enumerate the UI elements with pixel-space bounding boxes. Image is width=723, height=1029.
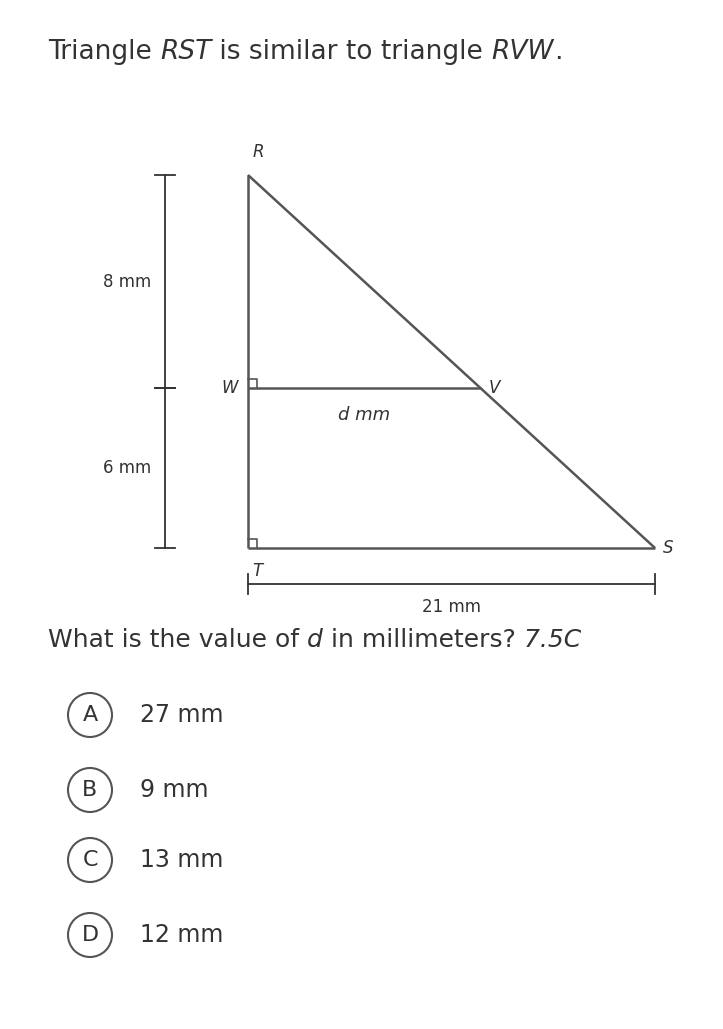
Text: .: . [554, 39, 562, 65]
Text: 8 mm: 8 mm [103, 273, 151, 290]
Text: RVW: RVW [492, 39, 554, 65]
Text: in millimeters?: in millimeters? [323, 628, 516, 652]
Text: R: R [253, 143, 265, 161]
Text: d: d [307, 628, 323, 652]
Text: 9 mm: 9 mm [140, 778, 208, 802]
Text: W: W [221, 379, 238, 397]
Text: T: T [252, 562, 262, 580]
Text: What is the value of: What is the value of [48, 628, 307, 652]
Text: A: A [82, 705, 98, 725]
Text: is similar to triangle: is similar to triangle [211, 39, 492, 65]
Text: 6 mm: 6 mm [103, 459, 151, 477]
Text: 12 mm: 12 mm [140, 923, 223, 947]
Text: 13 mm: 13 mm [140, 848, 223, 872]
Text: V: V [489, 379, 500, 397]
Text: S: S [663, 539, 674, 557]
Text: 27 mm: 27 mm [140, 703, 223, 728]
Text: Triangle: Triangle [48, 39, 160, 65]
Text: 7.5C: 7.5C [516, 628, 581, 652]
Text: 21 mm: 21 mm [422, 598, 481, 616]
Text: RST: RST [160, 39, 211, 65]
Text: D: D [82, 925, 98, 945]
Text: B: B [82, 780, 98, 800]
Text: d mm: d mm [338, 406, 390, 424]
Text: C: C [82, 850, 98, 870]
